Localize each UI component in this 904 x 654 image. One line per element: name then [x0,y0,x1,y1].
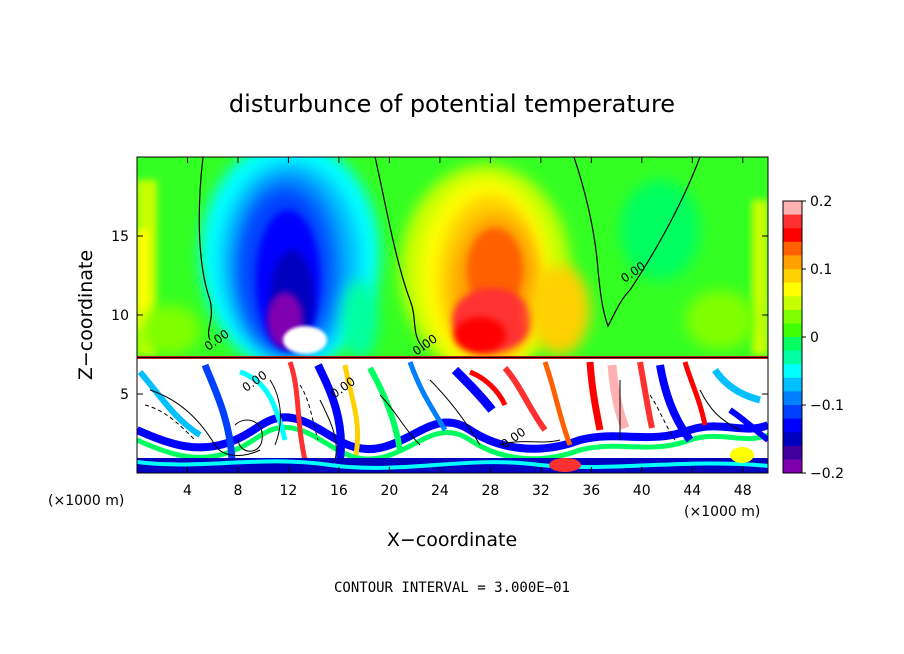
colorbar-labels: 0.2 0.1 0 −0.1 −0.2 [802,194,844,482]
x-tick-label: 20 [380,483,398,499]
x-tick-label: 4 [183,483,192,499]
colorbar-segment [783,282,802,297]
colorbar-segment [783,418,802,433]
contour-interval: CONTOUR INTERVAL = 3.000E−01 [334,580,570,596]
colorbar-segment [783,445,802,460]
chart-title: disturbunce of potential temperature [229,90,675,118]
x-tick-label: 12 [280,483,298,499]
colorbar-segment [783,296,802,311]
y-axis: 5 10 15 [111,229,768,403]
colorbar-segment [783,432,802,447]
colorbar-tick-label: 0.1 [810,262,832,278]
colorbar-tick-label: −0.1 [810,398,844,414]
x-unit-right: (×1000 m) [684,504,760,520]
lower-field [137,358,768,473]
colorbar-segment [783,214,802,229]
x-tick-label: 24 [431,483,449,499]
y-tick-label: 10 [111,308,129,324]
colorbar-segment [783,201,802,216]
colorbar-segment [783,241,802,256]
colorbar-segment [783,255,802,270]
colorbar-segment [783,391,802,406]
y-tick-label: 15 [111,229,129,245]
colorbar-segment [783,364,802,379]
plot-area [137,157,768,473]
colorbar-tick-label: −0.2 [810,466,844,482]
colorbar-tick-label: 0.2 [810,194,832,210]
x-tick-label: 16 [330,483,348,499]
x-tick-label: 36 [582,483,600,499]
x-unit-left: (×1000 m) [48,493,124,509]
x-axis: 4 8 12 16 20 24 28 32 36 40 44 48 [183,157,752,499]
colorbar-segment [783,323,802,338]
colorbar-segment [783,337,802,352]
x-tick-label: 28 [481,483,499,499]
x-tick-label: 44 [683,483,701,499]
colorbar-segment [783,459,802,474]
y-tick-label: 5 [120,387,129,403]
colorbar-segment [783,350,802,365]
colorbar-segment [783,405,802,420]
x-tick-label: 8 [233,483,242,499]
y-axis-label: Z−coordinate [75,250,97,380]
colorbar [783,201,802,474]
colorbar-segment [783,377,802,392]
x-tick-label: 40 [633,483,651,499]
upper-field [137,157,768,375]
x-tick-label: 32 [532,483,550,499]
colorbar-tick-label: 0 [810,330,819,346]
colorbar-segment [783,269,802,284]
x-tick-label: 48 [734,483,752,499]
x-axis-label: X−coordinate [387,529,517,551]
colorbar-segment [783,228,802,243]
colorbar-segment [783,309,802,324]
upper-contours [198,157,701,351]
